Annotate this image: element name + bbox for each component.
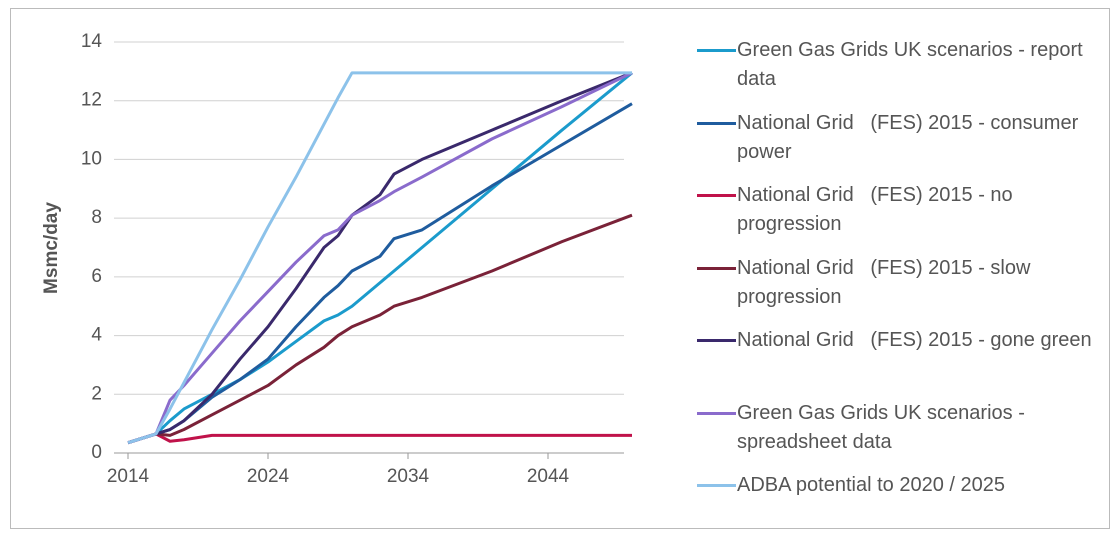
y-tick-label: 8 — [91, 207, 102, 228]
legend-label: Green Gas Grids UK scenarios - spreadshe… — [737, 401, 1031, 453]
series-line — [127, 213, 633, 445]
x-tick-label: 2024 — [247, 466, 290, 487]
legend-swatch — [697, 411, 736, 415]
series-line — [127, 71, 633, 445]
y-tick-label: 14 — [81, 31, 103, 52]
legend-swatch — [697, 49, 736, 52]
legend-label: National Grid (FES) 2015 - no progressio… — [737, 184, 1019, 235]
y-tick-label: 0 — [91, 442, 102, 463]
legend-swatch — [697, 194, 736, 197]
legend-swatch — [697, 484, 736, 487]
legend-swatch — [697, 121, 736, 125]
y-tick-label: 4 — [91, 325, 102, 346]
series-line — [127, 102, 633, 445]
chart-border — [10, 8, 1110, 529]
y-tick-label: 6 — [91, 266, 102, 287]
legend-swatch — [697, 266, 736, 270]
legend-label: National Grid (FES) 2015 - slow progress… — [737, 256, 1036, 308]
legend-label: National Grid (FES) 2015 - consumer powe… — [737, 111, 1084, 163]
legend-swatch — [697, 339, 736, 342]
series-line — [127, 71, 633, 445]
y-tick-label: 12 — [81, 90, 102, 111]
legend-label: ADBA potential to 2020 / 2025 — [737, 474, 1005, 496]
legend-label: National Grid (FES) 2015 - gone green — [737, 329, 1092, 351]
x-tick-label: 2034 — [387, 466, 430, 487]
legend-label: Green Gas Grids UK scenarios - report da… — [737, 39, 1089, 90]
y-tick-label: 2 — [91, 383, 102, 404]
x-tick-label: 2044 — [527, 466, 570, 487]
series-line — [127, 432, 632, 445]
y-tick-label: 10 — [81, 148, 102, 169]
series-line — [127, 71, 632, 445]
y-axis-label: Msmc/day — [41, 202, 62, 294]
x-tick-label: 2014 — [107, 466, 150, 487]
